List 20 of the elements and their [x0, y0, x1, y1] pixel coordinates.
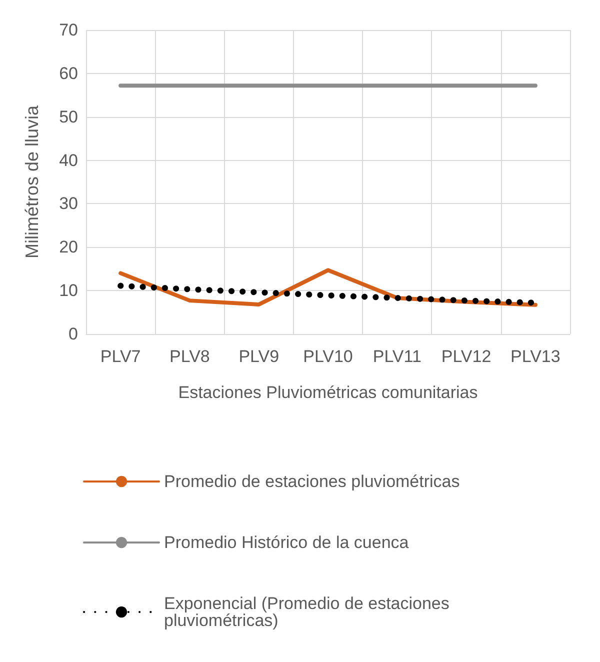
y-tick-label: 70 — [59, 20, 78, 40]
legend-label: Promedio de estaciones pluviométricas — [164, 472, 460, 491]
x-tick-label: PLV12 — [441, 347, 492, 366]
x-tick-label: PLV8 — [170, 347, 210, 366]
y-tick-label: 30 — [59, 194, 78, 214]
y-tick-label: 40 — [59, 150, 78, 170]
x-tick-label: PLV10 — [303, 347, 353, 366]
x-tick-label: PLV9 — [238, 347, 280, 366]
legend-label: Exponencial (Promedio de estaciones pluviométricas) — [164, 594, 454, 630]
y-tick-label: 60 — [59, 64, 78, 83]
x-axis-title: Estaciones Pluviométricas comunitarias — [178, 383, 478, 402]
y-tick-label: 20 — [59, 238, 78, 257]
x-tick-label: PLV13 — [510, 347, 560, 366]
y-axis-title: Milimétros de lluvia — [22, 104, 42, 259]
y-tick-label: 50 — [59, 107, 78, 126]
y-tick-label: 0 — [68, 324, 78, 344]
x-tick-label: PLV11 — [372, 347, 422, 366]
x-tick-label: PLV7 — [100, 347, 141, 366]
legend-label: Promedio Histórico de la cuenca — [164, 533, 410, 552]
y-tick-label: 10 — [59, 281, 78, 300]
